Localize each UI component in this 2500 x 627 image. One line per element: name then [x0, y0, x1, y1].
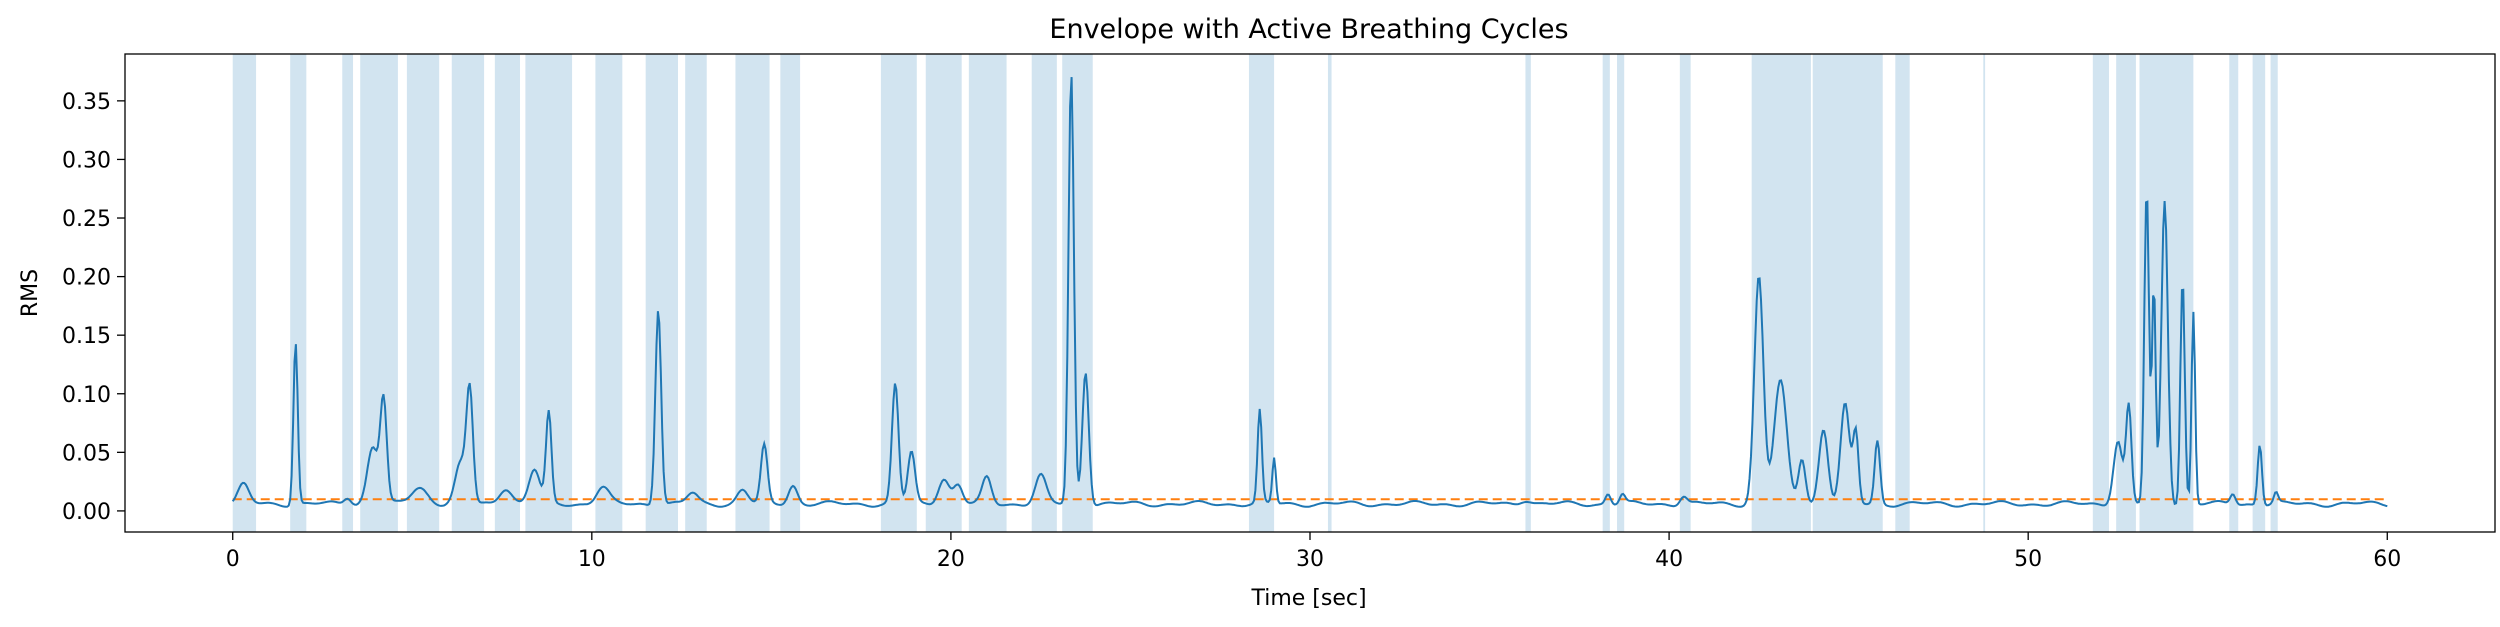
y-tick-label-3: 0.15 [62, 324, 111, 349]
y-tick-label-7: 0.35 [62, 90, 111, 115]
active-span-10 [685, 54, 707, 532]
active-span-11 [735, 54, 770, 532]
x-tick-label-0: 0 [226, 547, 240, 572]
active-span-29 [2116, 54, 2136, 532]
y-tick-label-5: 0.25 [62, 207, 111, 232]
active-span-33 [2270, 54, 2278, 532]
x-tick-label-2: 20 [937, 547, 965, 572]
y-tick-label-4: 0.20 [62, 266, 111, 291]
x-tick-label-5: 50 [2014, 547, 2042, 572]
active-span-15 [968, 54, 1007, 532]
active-span-21 [1602, 54, 1610, 532]
y-tick-label-1: 0.05 [62, 441, 111, 466]
active-span-8 [595, 54, 623, 532]
y-tick-label-2: 0.10 [62, 383, 111, 408]
active-span-6 [494, 54, 520, 532]
y-axis-label: RMS [18, 269, 43, 317]
active-span-14 [925, 54, 962, 532]
active-span-31 [2229, 54, 2239, 532]
rms-envelope-line [231, 77, 2388, 508]
active-span-32 [2252, 54, 2266, 532]
active-cycle-spans [232, 54, 2278, 532]
x-axis-ticks: 0 10 20 30 40 50 60 [226, 532, 2401, 572]
y-axis-ticks: 0.00 0.05 0.10 0.15 0.20 0.25 0.30 0.35 [62, 90, 125, 525]
x-tick-label-3: 30 [1296, 547, 1324, 572]
active-span-9 [645, 54, 678, 532]
active-span-26 [1895, 54, 1910, 532]
active-span-5 [451, 54, 485, 532]
active-span-28 [2092, 54, 2109, 532]
chart-title: Envelope with Active Breathing Cycles [1049, 14, 1568, 45]
x-tick-label-1: 10 [578, 547, 606, 572]
active-span-25 [1812, 54, 1883, 532]
active-span-12 [780, 54, 801, 532]
y-tick-label-6: 0.30 [62, 148, 111, 173]
y-tick-label-0: 0.00 [62, 500, 111, 525]
active-span-23 [1679, 54, 1691, 532]
active-span-13 [880, 54, 917, 532]
active-span-7 [525, 54, 573, 532]
active-span-20 [1525, 54, 1531, 532]
x-tick-label-4: 40 [1655, 547, 1683, 572]
active-span-2 [342, 54, 354, 532]
active-span-27 [1983, 54, 1986, 532]
active-span-0 [232, 54, 257, 532]
x-axis-label: Time [sec] [1250, 586, 1366, 611]
active-span-19 [1327, 54, 1332, 532]
active-span-3 [360, 54, 398, 532]
x-tick-label-6: 60 [2373, 547, 2401, 572]
active-span-4 [406, 54, 440, 532]
rms-line-layer [231, 77, 2388, 508]
active-span-24 [1751, 54, 1811, 532]
active-span-16 [1031, 54, 1057, 532]
active-span-22 [1617, 54, 1625, 532]
